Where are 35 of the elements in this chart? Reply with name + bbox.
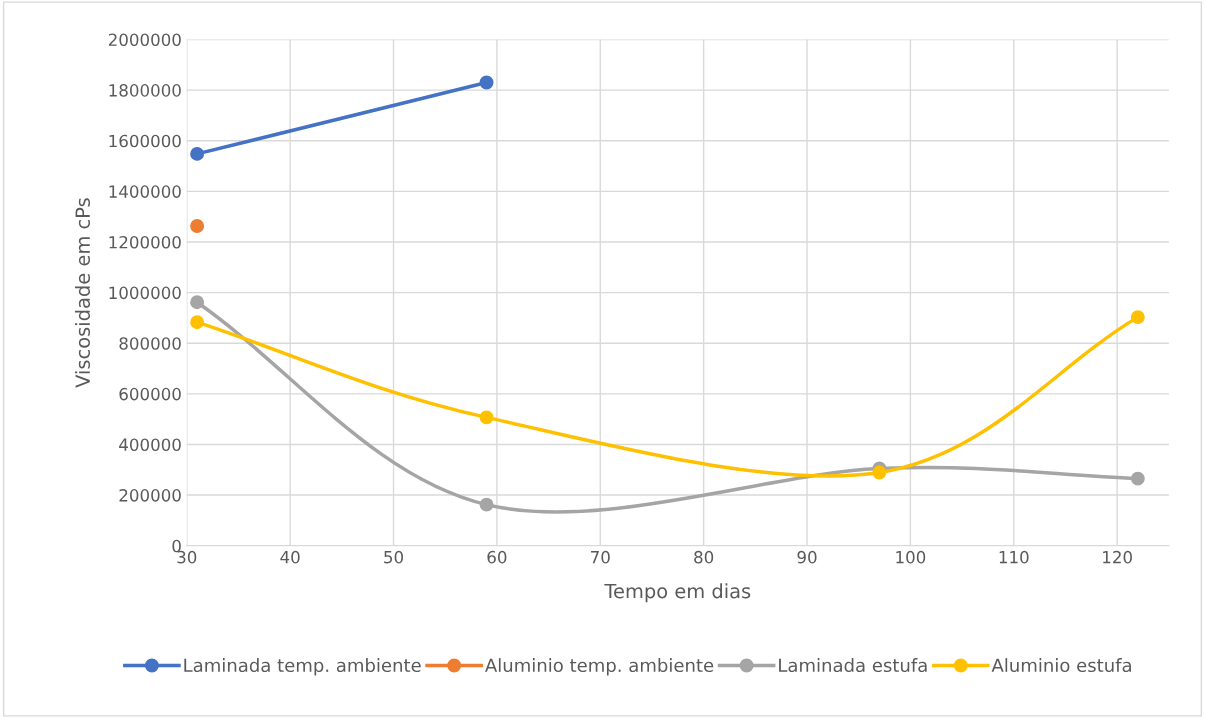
legend-label: Laminada temp. ambiente — [184, 658, 421, 676]
x-tick-label: 50 — [384, 550, 404, 564]
legend-label: Laminada estufa — [779, 658, 927, 673]
point — [190, 315, 205, 330]
x-tick-label: 80 — [694, 550, 714, 564]
y-tick-label: 600000 — [119, 387, 181, 401]
legend-label: Aluminio estufa — [991, 658, 1131, 673]
point — [479, 497, 494, 512]
x-tick-label: 90 — [797, 550, 817, 564]
y-tick-label: 1600000 — [109, 134, 181, 148]
x-tick-label: 70 — [591, 550, 610, 564]
point — [479, 75, 494, 90]
y-tick-label: 200000 — [119, 489, 181, 502]
y-tick-label: 1000000 — [109, 286, 181, 300]
x-tick-label: 40 — [280, 550, 300, 564]
x-tick-label: 120 — [1103, 550, 1132, 564]
point — [190, 219, 205, 233]
point — [479, 410, 494, 425]
y-tick-label: 2000000 — [108, 33, 181, 47]
x-tick-label: 60 — [487, 550, 507, 564]
x-axis-title: Tempo em dias — [604, 583, 751, 603]
x-tick-label: 110 — [999, 550, 1029, 564]
y-tick-label: 1800000 — [109, 84, 181, 97]
point — [190, 295, 205, 310]
point — [872, 465, 887, 480]
point — [1130, 471, 1145, 486]
y-tick-label: 800000 — [119, 337, 181, 350]
y-axis-title: Viscosidade em cPs — [74, 198, 91, 388]
legend-label: Aluminio temp. ambiente — [485, 658, 714, 676]
x-tick-label: 100 — [896, 550, 926, 564]
y-tick-label: 1400000 — [109, 185, 181, 198]
y-tick-label: 400000 — [119, 438, 181, 452]
point — [190, 146, 205, 161]
point — [1130, 310, 1145, 325]
y-tick-label: 1200000 — [109, 235, 181, 249]
